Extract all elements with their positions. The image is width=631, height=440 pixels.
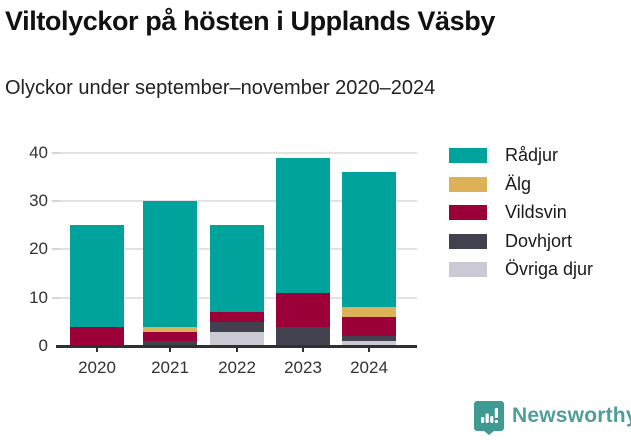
- legend-item-Rådjur: Rådjur: [449, 145, 593, 165]
- bar-segment-2022-Övriga djur: [210, 331, 264, 346]
- bar-2020: [70, 225, 124, 346]
- bar-segment-2021-Älg: [143, 326, 197, 332]
- x-axis-label-2022: 2022: [218, 358, 256, 377]
- legend-label: Rådjur: [505, 145, 559, 165]
- x-axis-label-2024: 2024: [350, 358, 388, 377]
- bar-segment-2022-Vildsvin: [210, 312, 264, 322]
- y-tick-30: [52, 200, 60, 203]
- legend-label: Övriga djur: [505, 259, 594, 279]
- chart-title: Viltolyckor på hösten i Upplands Väsby: [5, 6, 495, 36]
- bar-segment-2023-Vildsvin: [276, 292, 330, 327]
- y-tick-20: [52, 248, 60, 251]
- x-axis-label-2021: 2021: [151, 358, 189, 377]
- x-axis-label-2020: 2020: [78, 358, 116, 377]
- bar-segment-2024-Vildsvin: [342, 317, 396, 337]
- bar-segment-2024-Rådjur: [342, 172, 396, 308]
- legend-label: Dovhjort: [505, 230, 573, 251]
- y-axis-label-0: 0: [38, 336, 48, 355]
- bar-segment-2022-Rådjur: [210, 225, 264, 313]
- x-tick-2023: [302, 347, 304, 352]
- legend-item-Dovhjort: Dovhjort: [449, 230, 593, 251]
- chart-legend: Rådjur Älg Vildsvin Dovhjort Övriga djur: [449, 145, 594, 291]
- x-axis-line: [56, 345, 417, 348]
- legend-label: Vildsvin: [505, 202, 567, 222]
- gridline-40: [60, 151, 417, 154]
- bar-segment-2024-Älg: [342, 307, 396, 318]
- y-axis-label-20: 20: [29, 239, 48, 259]
- gridline-30: [60, 200, 417, 203]
- bar-segment-2021-Rådjur: [143, 201, 197, 327]
- bar-2022: [210, 225, 264, 346]
- bar-segment-2022-Dovhjort: [210, 321, 264, 332]
- legend-item-Övriga djur: Övriga djur: [449, 259, 594, 279]
- y-tick-40: [52, 151, 60, 154]
- legend-swatch-Vildsvin: [449, 205, 487, 220]
- bar-segment-2024-Övriga djur: [342, 341, 396, 346]
- bar-segment-2020-Vildsvin: [70, 326, 124, 346]
- newsworthy-logo: Newsworthy: [474, 401, 631, 435]
- x-axis-label-2023: 2023: [284, 358, 322, 377]
- bar-chart-speech-bubble-icon: [474, 401, 504, 435]
- bar-2021: [143, 201, 197, 346]
- legend-label: Älg: [505, 173, 532, 194]
- x-tick-2020: [96, 347, 98, 352]
- legend-swatch-Dovhjort: [449, 233, 487, 249]
- bar-segment-2021-Dovhjort: [143, 341, 197, 346]
- bar-segment-2020-Rådjur: [70, 225, 124, 327]
- x-tick-2021: [169, 347, 171, 352]
- bar-segment-2023-Dovhjort: [276, 326, 330, 346]
- y-axis-label-40: 40: [29, 142, 48, 162]
- bar-segment-2021-Vildsvin: [143, 331, 197, 342]
- legend-item-Älg: Älg: [449, 173, 593, 194]
- y-axis-label-10: 10: [29, 287, 48, 307]
- legend-swatch-Rådjur: [449, 148, 487, 163]
- legend-swatch-Älg: [449, 176, 487, 192]
- x-tick-2022: [236, 347, 238, 352]
- bar-segment-2024-Dovhjort: [342, 336, 396, 342]
- x-tick-2024: [368, 347, 370, 352]
- bar-segment-2023-Rådjur: [276, 157, 330, 293]
- bar-2023: [276, 157, 330, 346]
- chart-subtitle: Olyckor under september–november 2020–20…: [5, 77, 436, 99]
- legend-item-Vildsvin: Vildsvin: [449, 202, 593, 222]
- bar-2024: [342, 172, 396, 346]
- brand-name: Newsworthy: [512, 404, 631, 427]
- y-tick-10: [52, 296, 60, 299]
- legend-swatch-Övriga djur: [449, 262, 487, 277]
- y-axis-label-30: 30: [29, 191, 48, 211]
